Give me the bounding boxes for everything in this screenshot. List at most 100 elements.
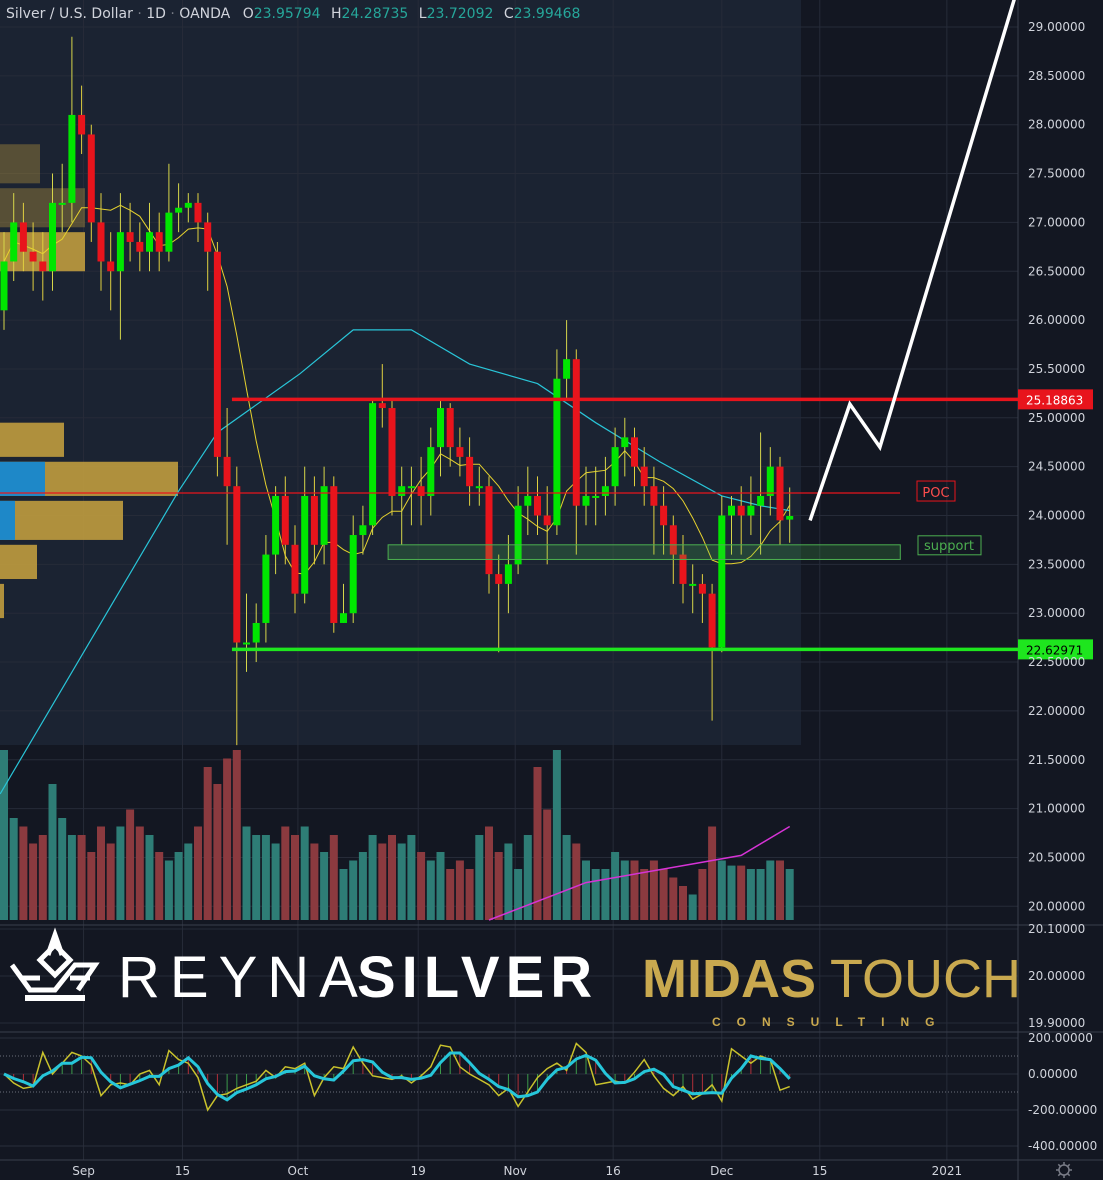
candle-body [107,261,115,272]
chart-header: Silver / U.S. Dollar · 1D · OANDA O23.95… [6,6,580,22]
volume-bar [145,835,154,920]
volume-bar [58,818,67,920]
volume-bar [378,843,387,920]
reyna-silver-logo: REYNA SILVER [9,927,592,1010]
candle-body [427,447,435,496]
candle-body [97,222,105,262]
candle-body [437,408,444,448]
high-label: H [331,6,342,22]
candle-body [310,495,318,545]
price-tick-label: 25.50000 [1028,362,1085,376]
interval[interactable]: 1D [146,6,166,22]
candle-body [378,403,386,409]
candle-body [29,251,37,262]
volume-bar [708,826,717,920]
price-tick-label: 24.50000 [1028,460,1085,474]
volume-bar [174,852,183,920]
volume-bar [785,869,794,920]
price-axis[interactable]: 29.00000 28.50000 28.00000 27.50000 27.00000… [1028,20,1097,1153]
candle-body [340,613,347,623]
volume-bar [514,869,523,920]
support-line-price-label: 22.62971 [1026,643,1083,657]
candle-body [601,486,609,496]
volume-bar [591,869,600,920]
candle-body [146,232,153,252]
candle-body [660,505,668,526]
volume-profile-bar [0,144,40,184]
price-tick-label: 29.00000 [1028,20,1085,34]
poc-label-box [916,480,956,502]
candle-body [592,495,600,498]
price-tick-label: 22.50000 [1028,655,1085,669]
support-label: support [924,539,974,554]
time-tick-label: Dec [710,1164,733,1178]
drawings[interactable]: POC support 25.18863 22.62971 [0,0,1093,660]
logo-midas-text: MIDAS [642,949,816,1009]
price-tick-label: 20.50000 [1028,850,1085,864]
candle-body [621,437,629,448]
candle-body [757,495,765,506]
volume-bar [669,877,678,920]
volume-bar [388,835,396,920]
volume-bar [135,826,144,920]
time-tick-label: Sep [72,1164,95,1178]
volume-bar [717,860,726,920]
candle-body [631,437,638,467]
volume-bar [436,852,445,920]
volume-bar [281,826,290,920]
candle-body [330,486,338,623]
logo-pane-tick-label: 19.90000 [1028,1016,1085,1030]
volume-bar [679,886,687,920]
projection-path[interactable] [808,0,1016,521]
candle-body [650,486,658,506]
volume-bar [465,869,474,920]
price-tick-label: 26.00000 [1028,313,1085,327]
candle-body [87,134,95,223]
price-tick-label: 22.00000 [1028,704,1085,718]
volume-bar [19,826,28,920]
gear-icon[interactable] [1056,1162,1072,1178]
volume-profile-bar [0,422,64,457]
open-value: 23.95794 [254,6,321,22]
volume-bar [426,860,435,920]
candle-body [233,486,241,643]
volume-bar [252,835,261,920]
volume-ma-line [488,825,791,921]
volume-bar [620,860,629,920]
candle-body [243,642,250,645]
price-tick-label: 28.50000 [1028,69,1085,83]
volume-bar [698,869,707,920]
candle-body [213,251,221,457]
candle-body [204,222,212,252]
price-tick-label: 24.00000 [1028,509,1085,523]
support-line-price-badge [1018,639,1093,660]
support-zone[interactable] [387,544,901,560]
volume-bar [320,852,329,920]
candle-body [747,505,755,516]
candle-body [175,207,183,213]
volume-bar [271,843,280,920]
support-label-box [917,535,982,556]
volume-bar [77,835,86,920]
logo-consulting-text: CONSULTING [712,1015,950,1029]
candle-body [39,261,47,272]
volume-bar [291,835,299,920]
volume-bar [203,767,212,920]
volume-bar [184,843,193,920]
candle-body [136,241,144,252]
time-axis[interactable]: Sep 15 Oct 19 Nov 16 Dec 15 2021 [72,1164,962,1178]
volume-bar [329,835,338,920]
candle-body [698,583,706,594]
candle-body [68,114,76,203]
candle-body [262,554,270,623]
volume-bar [543,809,552,920]
cci-tick-label: -200.00000 [1028,1103,1097,1117]
logo-pane-tick-label: 20.00000 [1028,969,1085,983]
volume-bar [562,835,571,920]
volume-bar [223,758,232,920]
price-tick-label: 27.50000 [1028,167,1085,181]
candle-body [291,544,299,594]
volume-bar [485,826,493,920]
poc-label: POC [922,486,949,501]
